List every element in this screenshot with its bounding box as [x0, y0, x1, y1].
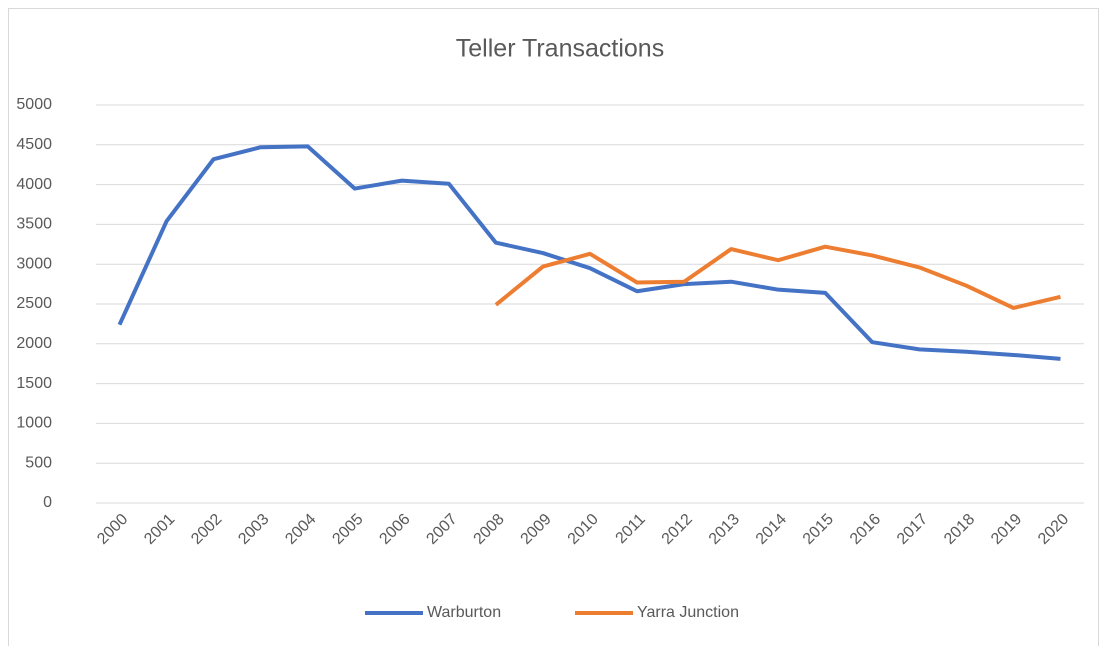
x-tick-label: 2016	[847, 511, 884, 548]
x-tick-label: 2013	[706, 511, 743, 548]
x-tick-label: 2002	[188, 511, 225, 548]
x-tick-label: 2019	[988, 511, 1025, 548]
x-tick-label: 2007	[423, 511, 460, 548]
y-tick-label: 1500	[16, 375, 52, 392]
y-tick-label: 1000	[16, 415, 52, 432]
x-tick-label: 2011	[613, 511, 649, 547]
y-tick-label: 2500	[16, 295, 52, 312]
x-tick-label: 2003	[235, 511, 272, 548]
x-tick-label: 2009	[518, 511, 555, 548]
y-tick-label: 0	[43, 494, 52, 511]
y-tick-label: 3500	[16, 216, 52, 233]
x-tick-label: 2010	[565, 511, 602, 548]
x-tick-label: 2005	[329, 511, 366, 548]
x-tick-label: 2015	[800, 511, 837, 548]
y-tick-label: 2000	[16, 335, 52, 352]
x-tick-label: 2000	[94, 511, 131, 548]
chart-border	[8, 8, 1099, 646]
x-tick-label: 2008	[471, 511, 508, 548]
x-tick-label: 2012	[659, 511, 696, 548]
y-tick-label: 5000	[16, 96, 52, 113]
x-tick-label: 2020	[1035, 511, 1072, 548]
y-tick-label: 500	[25, 454, 52, 471]
y-tick-label: 4500	[16, 136, 52, 153]
x-tick-label: 2001	[141, 511, 178, 548]
y-tick-label: 4000	[16, 176, 52, 193]
legend-label: Warburton	[427, 604, 501, 621]
x-tick-label: 2006	[376, 511, 413, 548]
series-line	[117, 144, 1061, 361]
x-tick-label: 2004	[282, 511, 319, 548]
x-tick-label: 2014	[753, 511, 790, 548]
series-line	[494, 244, 1061, 310]
x-tick-label: 2018	[941, 511, 978, 548]
y-tick-label: 3000	[16, 255, 52, 272]
x-tick-label: 2017	[894, 511, 931, 548]
chart-title: Teller Transactions	[456, 35, 664, 63]
legend-label: Yarra Junction	[637, 604, 739, 621]
